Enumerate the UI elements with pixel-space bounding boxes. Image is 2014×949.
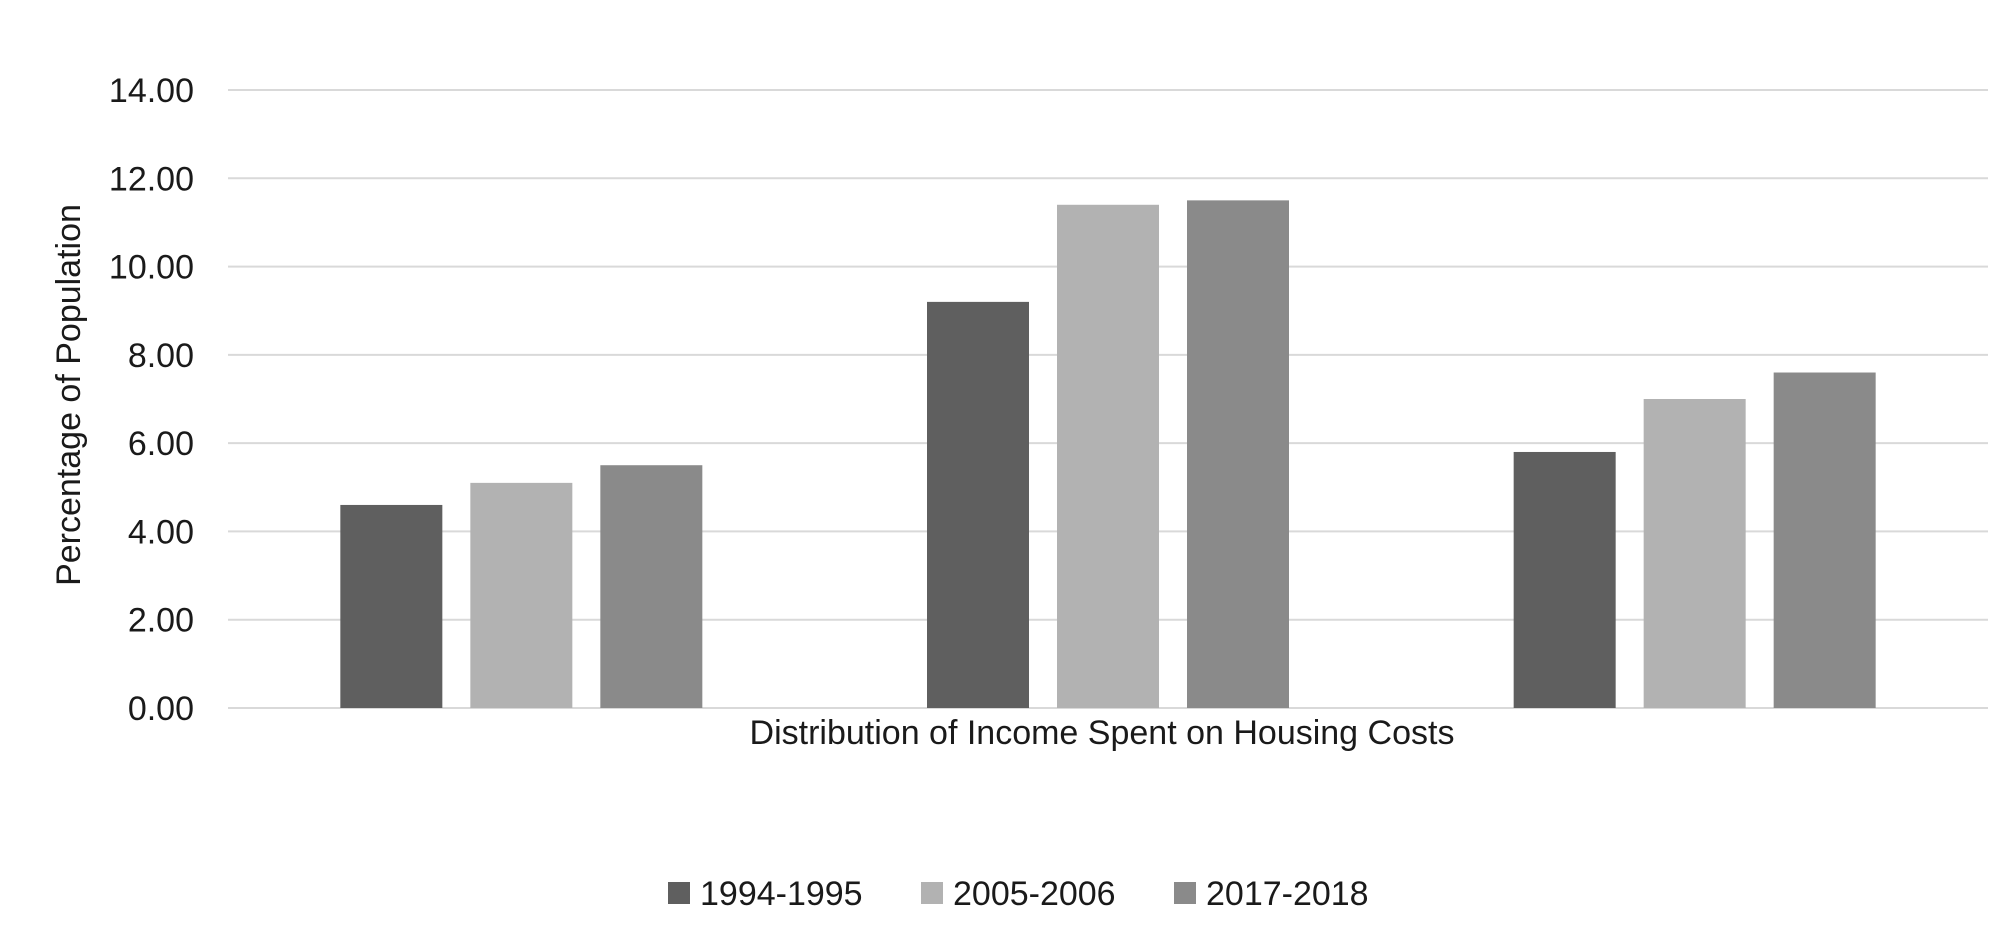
y-tick-label: 12.00 [109,160,194,198]
x-axis-title: Distribution of Income Spent on Housing … [750,714,1455,752]
y-tick-label: 0.00 [128,690,194,728]
y-axis-title: Percentage of Population [50,204,88,586]
bar-2005-2006-group-3 [1643,399,1746,708]
bar-2017-2018-group-1 [600,465,703,708]
bar-2017-2018-group-2 [1187,200,1289,708]
legend: 1994-1995 2005-2006 2017-2018 [668,875,1369,913]
bar-1994-1995-group-3 [1513,451,1616,708]
legend-label: 2017-2018 [1206,875,1369,913]
y-tick-label: 6.00 [128,425,194,463]
legend-swatch [1174,882,1196,904]
legend-label: 1994-1995 [700,875,863,913]
legend-label: 2005-2006 [953,875,1116,913]
bar-2005-2006-group-1 [470,482,573,708]
bar-2005-2006-group-2 [1057,204,1159,708]
y-tick-label: 4.00 [128,513,194,551]
bar-1994-1995-group-1 [340,504,443,708]
bar-2017-2018-group-3 [1773,372,1876,708]
y-tick-label: 10.00 [109,249,194,287]
y-axis-ticks: 0.00 2.00 4.00 6.00 8.00 10.00 12.00 14.00 [109,72,194,728]
y-tick-label: 8.00 [128,337,194,375]
legend-swatch [921,882,943,904]
bars [340,200,1876,708]
legend-swatch [668,882,690,904]
y-tick-label: 2.00 [128,602,194,640]
bar-1994-1995-group-2 [927,301,1029,708]
y-tick-label: 14.00 [109,72,194,110]
